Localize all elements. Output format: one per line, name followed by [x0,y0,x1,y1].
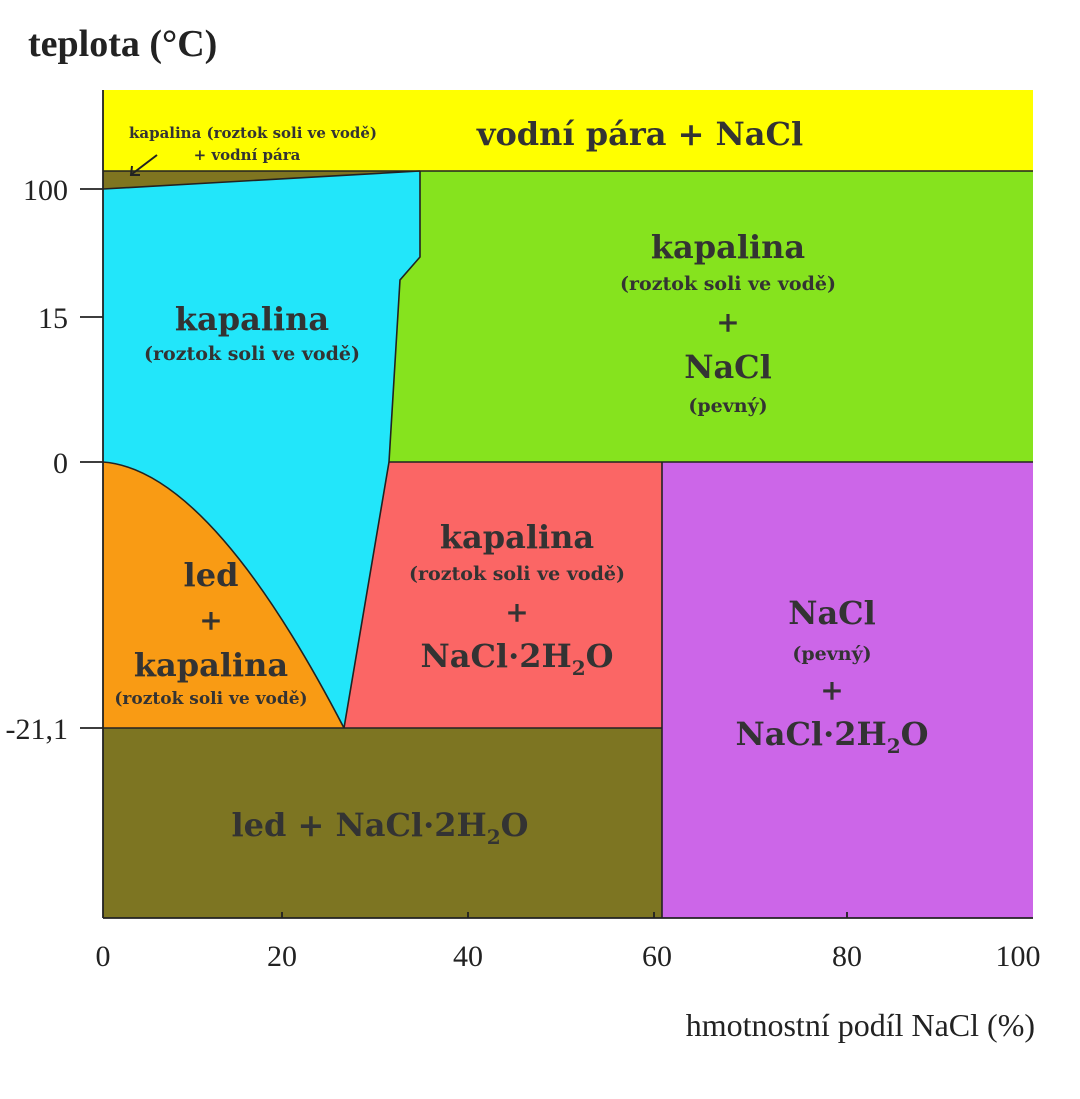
label-nacl-dihydrate-formula: NaCl·2H2O [735,715,928,758]
y-tick-15: 15 [38,302,68,335]
label-liquid-vapor-line1: kapalina (roztok soli ve vodě) [129,124,377,142]
label-nacl-dihydrate-line2: (pevný) [792,643,871,665]
region-liquid-nacl [389,171,1033,462]
label-vapor-nacl: vodní pára + NaCl [476,115,803,153]
label-ice-liquid-line3: kapalina [134,646,288,684]
x-axis-title: hmotnostní podíl NaCl (%) [686,1007,1035,1043]
label-nacl-dihydrate-line1: NaCl [788,594,876,632]
label-liquid-dihydrate-line2: (roztok soli ve vodě) [409,563,625,585]
region-liquid-dihydrate [344,462,662,728]
label-ice-dihydrate: led + NaCl·2H2O [231,806,528,849]
arrow-icon [129,154,158,176]
label-liquid-dihydrate-line1: kapalina [440,518,594,556]
label-ice-liquid-line2: + [199,604,222,637]
x-tick-100: 100 [996,940,1041,973]
region-liquid [103,171,420,728]
x-tick-60: 60 [642,940,672,973]
y-tick-0: 0 [53,447,68,480]
label-liquid-line2: (roztok soli ve vodě) [144,343,360,365]
region-ice-dihydrate [103,728,662,918]
y-tick-minus-21-1: -21,1 [6,713,69,746]
y-axis-title: teplota (°C) [28,23,217,65]
y-tick-100: 100 [23,174,68,207]
region-ice-liquid [103,462,344,728]
x-tick-20: 20 [267,940,297,973]
label-ice-liquid-line4: (roztok soli ve vodě) [114,689,307,709]
axes [80,90,1033,919]
label-liquid-dihydrate-line3: + [505,596,528,629]
label-nacl-dihydrate-line3: + [820,674,843,707]
region-nacl-dihydrate [662,462,1033,918]
label-ice-liquid-line1: led [184,556,239,594]
label-liquid-nacl-line2: (roztok soli ve vodě) [620,273,836,295]
phase-boundaries [102,170,1033,918]
label-liquid-line1: kapalina [175,300,329,338]
label-liquid-nacl-line1: kapalina [651,228,805,266]
region-vapor-nacl [103,90,1033,171]
label-liquid-dihydrate-formula: NaCl·2H2O [420,637,613,680]
x-tick-0: 0 [96,940,111,973]
label-liquid-nacl-line5: (pevný) [688,395,767,417]
label-liquid-vapor-line2: + vodní pára [194,146,301,164]
x-tick-40: 40 [453,940,483,973]
label-liquid-nacl-line3: + [716,306,739,339]
label-liquid-nacl-line4: NaCl [684,348,772,386]
x-tick-80: 80 [832,940,862,973]
